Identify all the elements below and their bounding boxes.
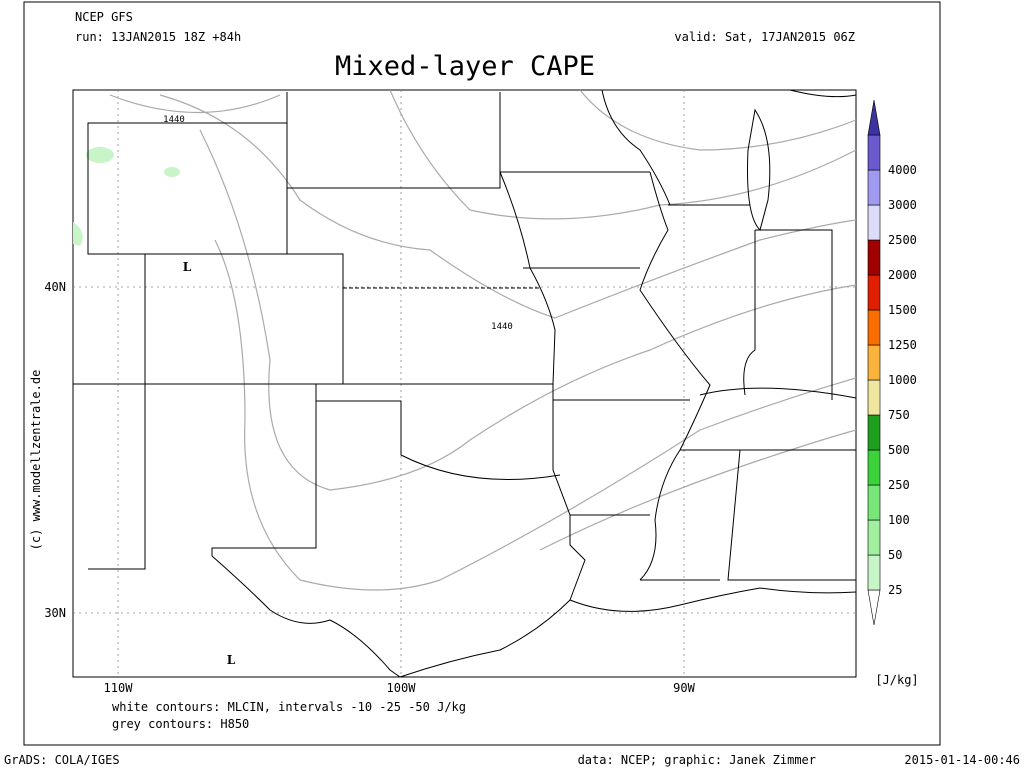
note: white contours: MLCIN, intervals -10 -25…: [112, 700, 466, 714]
colorbar-unit: [J/kg]: [875, 673, 918, 687]
colorbar-label: 750: [888, 408, 910, 422]
colorbar-label: 1500: [888, 303, 917, 317]
model: NCEP GFS: [75, 10, 133, 24]
colorbar-label: 1250: [888, 338, 917, 352]
lat-label: 40N: [44, 280, 66, 294]
cape-area: [164, 167, 180, 177]
colorbar-segment: [867, 519, 881, 556]
title: Mixed-layer CAPE: [335, 51, 595, 82]
copyright: (c) www.modellzentrale.de: [29, 370, 43, 551]
colorbar-segment: [867, 239, 881, 276]
lon-label: 100W: [387, 681, 417, 695]
run: run: 13JAN2015 18Z +84h: [75, 30, 241, 44]
note: grey contours: H850: [112, 717, 249, 731]
colorbar-label: 2000: [888, 268, 917, 282]
colorbar-label: 500: [888, 443, 910, 457]
colorbar-label: 100: [888, 513, 910, 527]
map: 110W 100W 90W 40N 30N 1440 1440 L L (c) …: [29, 89, 857, 695]
low-marker: L: [227, 653, 236, 667]
credits: data: NCEP; graphic: Janek Zimmer: [578, 753, 816, 767]
lon-label: 110W: [104, 681, 134, 695]
colorbar-above: [867, 99, 881, 136]
colorbar: 25 50 100 250 500 750 1000 1250 1500 2000 2500 3000…: [867, 99, 917, 626]
lon-label: 90W: [673, 681, 695, 695]
colorbar-segment: [867, 379, 881, 416]
colorbar-label: 3000: [888, 198, 917, 212]
colorbar-segment: [867, 134, 881, 171]
colorbar-segment: [867, 274, 881, 311]
cape-area: [73, 222, 83, 246]
timestamp: 2015-01-14-00:46: [904, 753, 1020, 767]
colorbar-segment: [867, 484, 881, 521]
colorbar-segment: [867, 554, 881, 591]
borders: [73, 89, 857, 678]
colorbar-label: 2500: [888, 233, 917, 247]
colorbar-label: 1000: [888, 373, 917, 387]
lat-label: 30N: [44, 606, 66, 620]
colorbar-label: 250: [888, 478, 910, 492]
low-marker: L: [183, 260, 192, 274]
colorbar-label: 4000: [888, 163, 917, 177]
colorbar-label: 25: [888, 583, 902, 597]
colorbar-segment: [867, 309, 881, 346]
cape-areas: [73, 147, 180, 246]
h850-contours: [109, 89, 857, 591]
contour-label: 1440: [491, 322, 513, 332]
valid: valid: Sat, 17JAN2015 06Z: [674, 30, 855, 44]
contour-label: 1440: [163, 115, 185, 125]
colorbar-segment: [867, 204, 881, 241]
software: GrADS: COLA/IGES: [4, 753, 120, 767]
colorbar-label: 50: [888, 548, 902, 562]
cape-area: [86, 147, 114, 163]
colorbar-segment: [867, 449, 881, 486]
colorbar-segment: [867, 414, 881, 451]
colorbar-segment: [867, 344, 881, 381]
colorbar-segment: [867, 169, 881, 206]
